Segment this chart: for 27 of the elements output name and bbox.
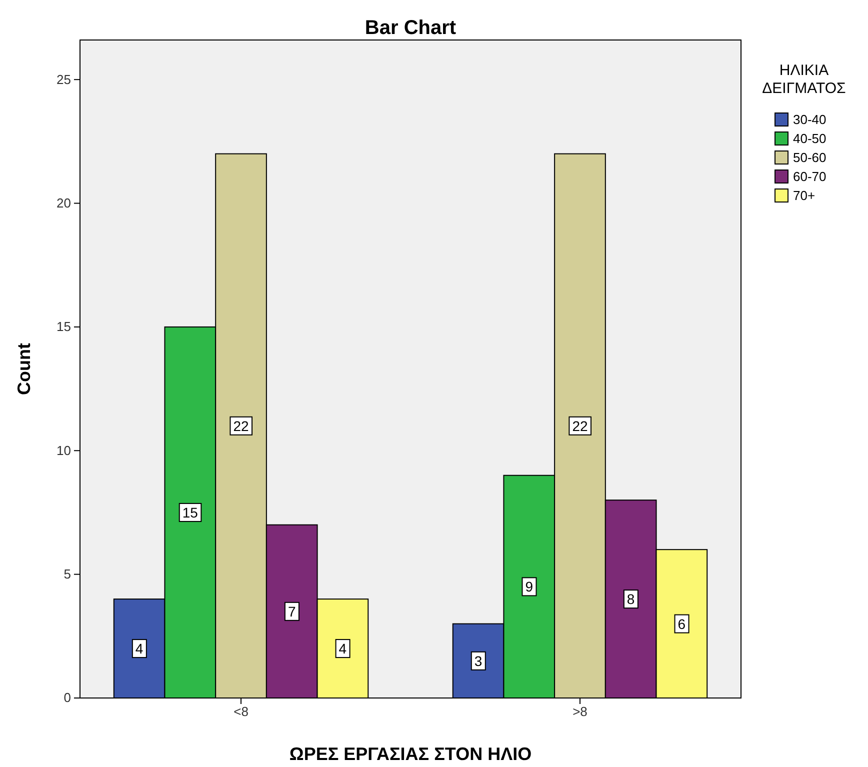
legend-title: ΗΛΙΚΙΑ ΔΕΙΓΜΑΤΟΣ <box>762 62 846 97</box>
y-tick-label: 0 <box>64 690 71 706</box>
data-label: 15 <box>182 504 198 520</box>
legend-label: 50-60 <box>793 150 826 165</box>
x-axis-title: ΩΡΕΣ ΕΡΓΑΣΙΑΣ ΣΤΟΝ ΗΛΙΟ <box>289 744 532 764</box>
data-label: 3 <box>474 652 482 669</box>
y-tick-label: 10 <box>56 442 71 458</box>
data-label: 9 <box>525 578 534 595</box>
chart-title: Bar Chart <box>364 17 456 39</box>
legend-label: 30-40 <box>793 112 826 127</box>
data-label: 6 <box>678 616 686 632</box>
x-tick-label: <8 <box>234 704 248 720</box>
y-tick-label: 25 <box>56 72 71 87</box>
data-label: 7 <box>288 603 296 620</box>
x-tick-label: >8 <box>572 704 588 720</box>
y-tick-label: 5 <box>64 566 71 582</box>
legend-label: 40-50 <box>793 131 826 146</box>
y-tick-label: 15 <box>56 319 71 334</box>
data-label: 22 <box>233 418 250 434</box>
y-axis-title: Count <box>14 343 34 395</box>
y-tick-label: 20 <box>56 195 71 210</box>
legend-label: 60-70 <box>793 169 826 184</box>
data-label: 4 <box>135 640 144 657</box>
data-label: 22 <box>572 418 588 434</box>
data-label: 8 <box>626 591 635 608</box>
legend-label: 70+ <box>793 188 816 203</box>
data-label: 4 <box>338 640 347 657</box>
